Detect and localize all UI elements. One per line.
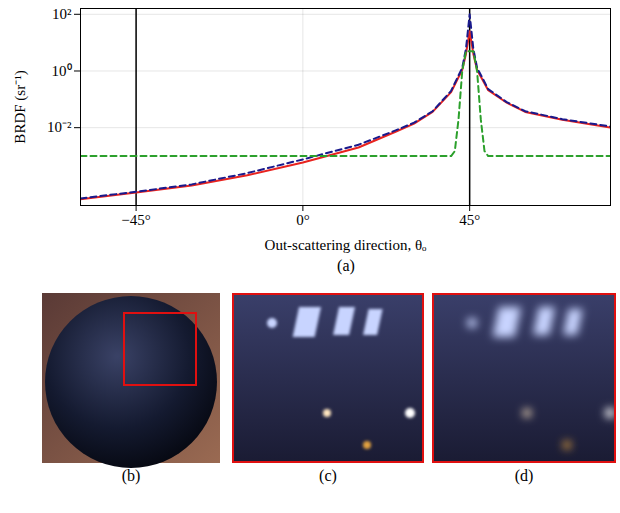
svg-text:0°: 0°	[296, 212, 310, 228]
svg-text:BRDF (sr⁻¹): BRDF (sr⁻¹)	[12, 70, 29, 143]
svg-text:−45°: −45°	[121, 212, 150, 228]
svg-text:(c): (c)	[319, 467, 337, 485]
svg-text:(d): (d)	[515, 467, 534, 485]
svg-text:10⁻²: 10⁻²	[47, 119, 72, 135]
svg-text:10²: 10²	[52, 6, 72, 22]
svg-text:45°: 45°	[459, 212, 480, 228]
svg-text:10⁰: 10⁰	[52, 63, 72, 79]
html-text:(a): (a)	[337, 257, 355, 274]
svg-text:(b): (b)	[122, 467, 141, 485]
svg-text:Out-scattering direction, θₒ: Out-scattering direction, θₒ	[265, 237, 428, 253]
